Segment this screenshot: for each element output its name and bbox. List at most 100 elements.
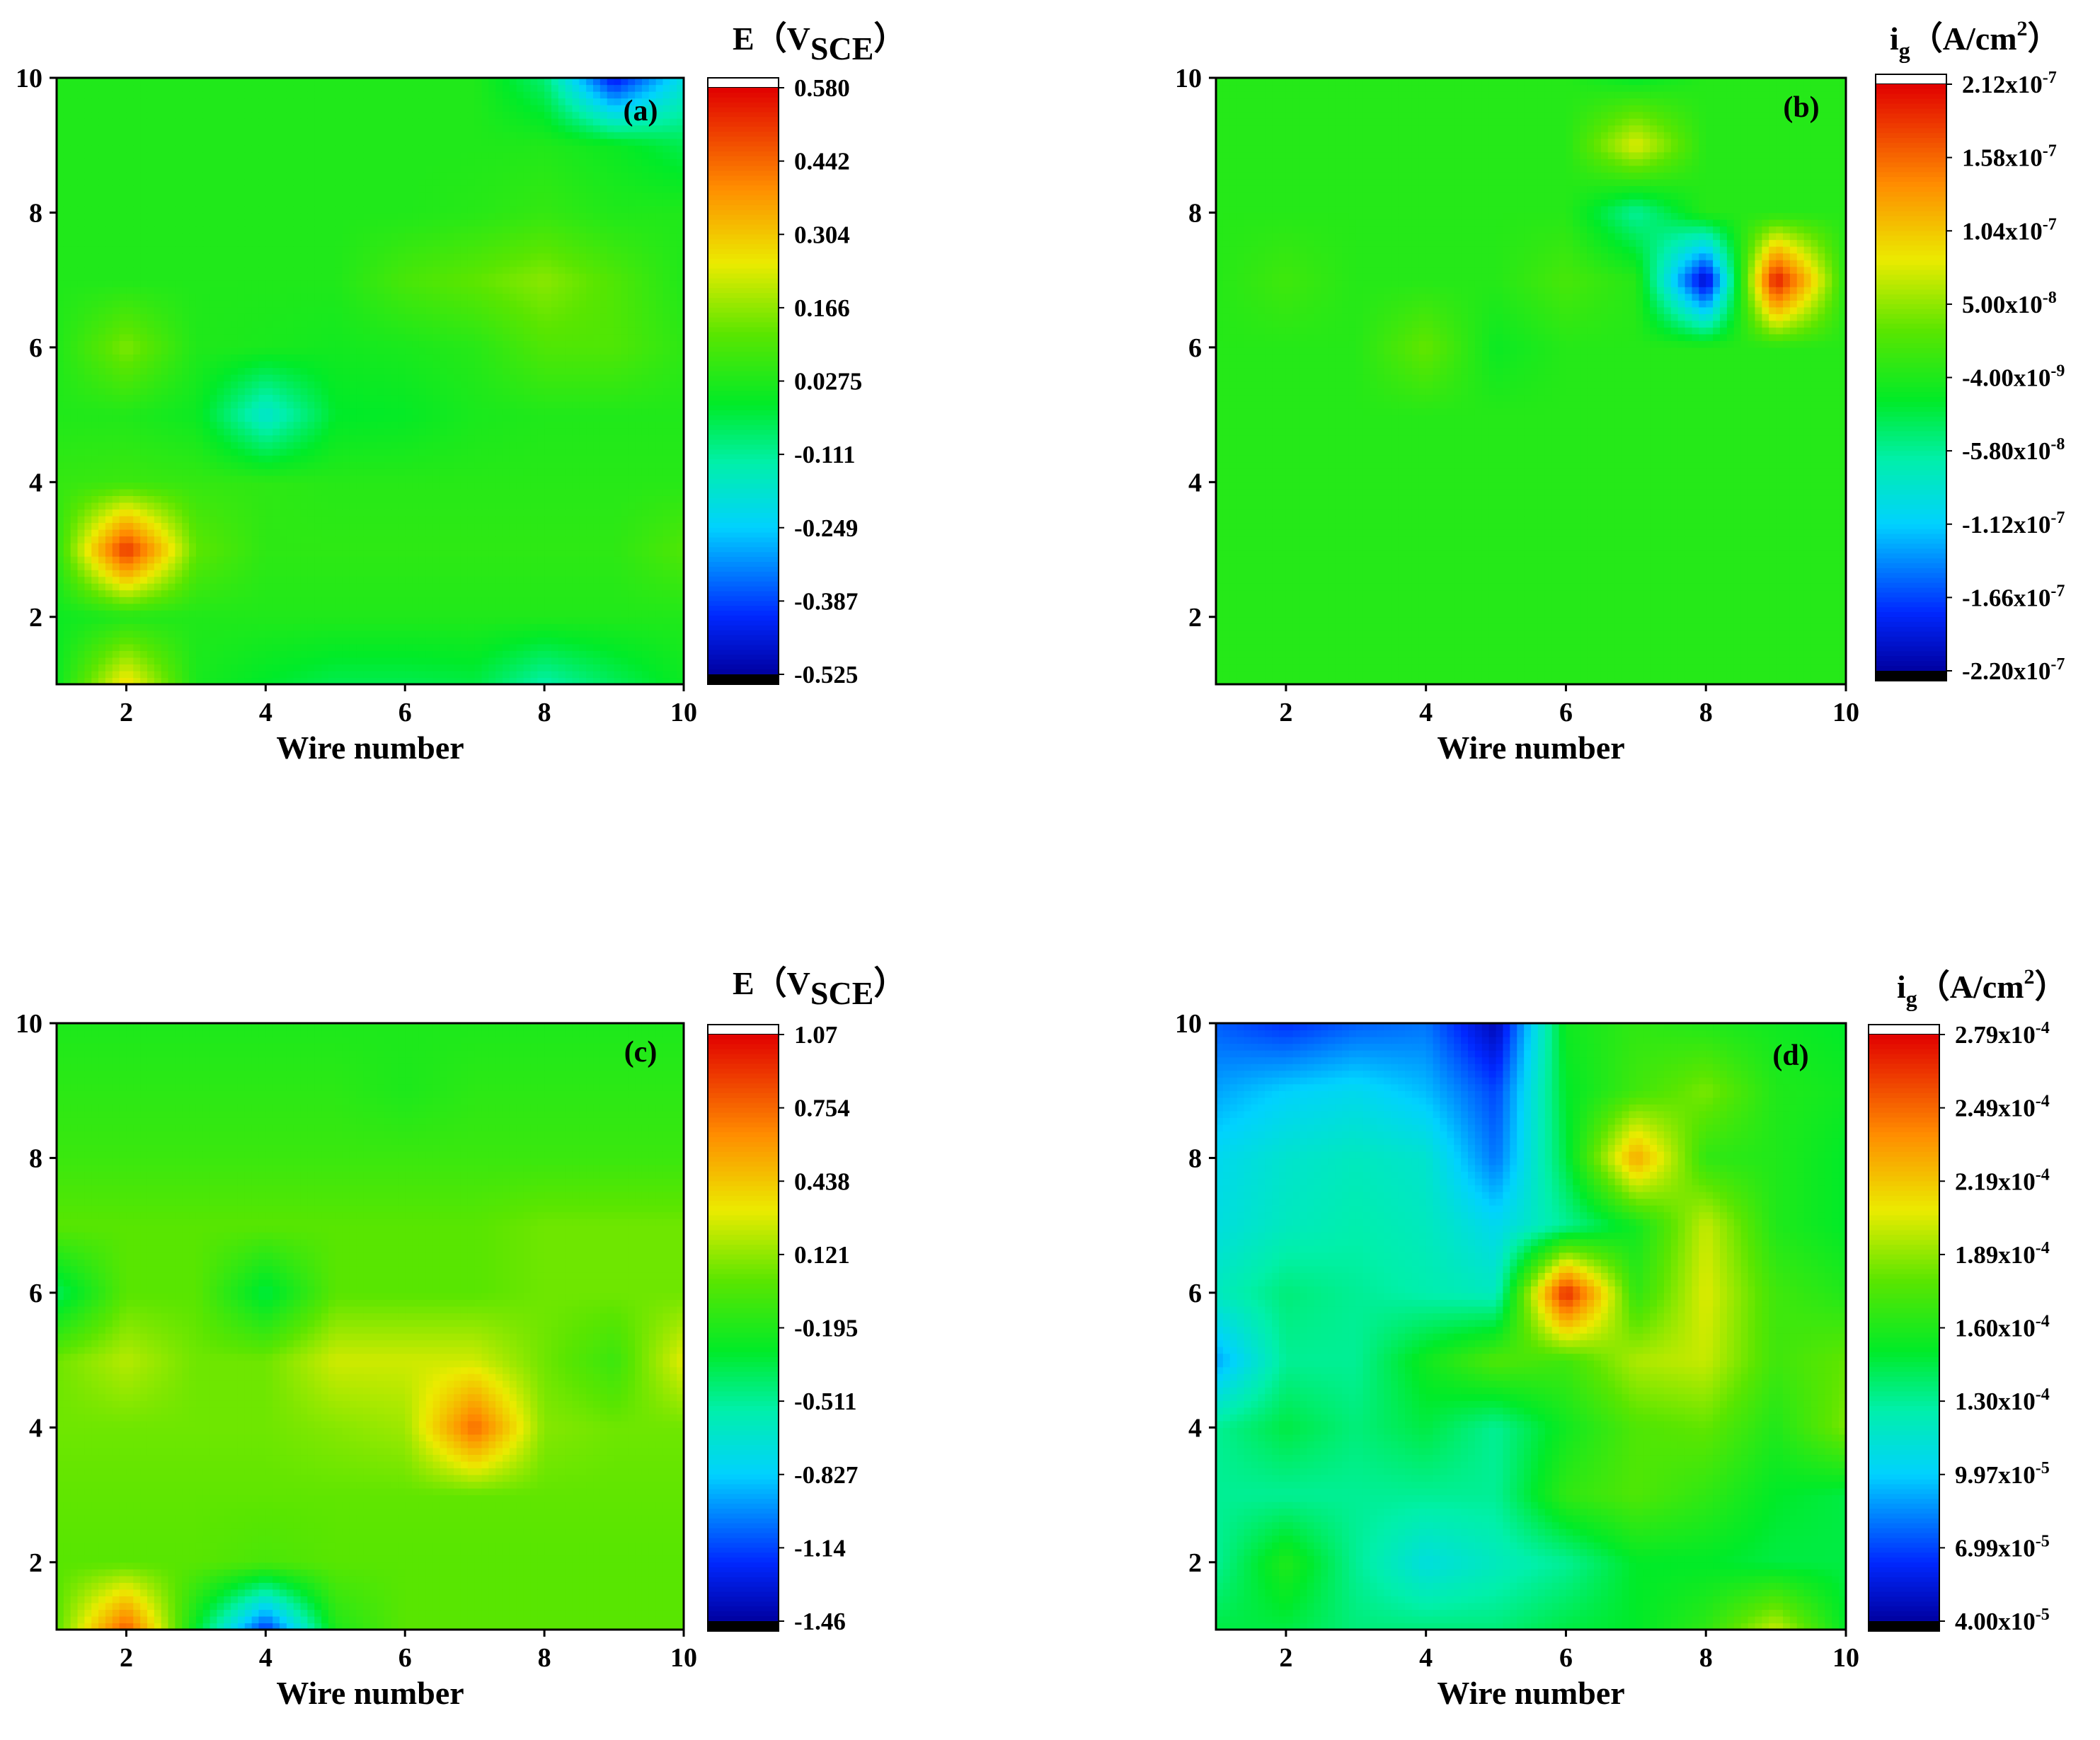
heatmap-cell bbox=[454, 657, 461, 665]
heatmap-cell bbox=[488, 616, 496, 624]
heatmap-cell bbox=[70, 556, 79, 564]
heatmap-cell bbox=[133, 408, 141, 415]
heatmap-cell bbox=[265, 313, 273, 321]
heatmap-cell bbox=[432, 461, 441, 469]
heatmap-cell bbox=[202, 475, 211, 483]
heatmap-cell bbox=[670, 549, 677, 557]
heatmap-cell bbox=[119, 509, 127, 517]
heatmap-cell bbox=[349, 327, 357, 335]
heatmap-cell bbox=[544, 367, 552, 375]
heatmap-cell bbox=[454, 650, 461, 658]
heatmap-cell bbox=[440, 313, 447, 321]
heatmap-cell bbox=[168, 347, 176, 355]
heatmap-cell bbox=[572, 381, 580, 388]
heatmap-cell bbox=[231, 488, 239, 496]
heatmap-cell bbox=[84, 495, 92, 503]
heatmap-cell bbox=[63, 543, 71, 551]
heatmap-cell bbox=[217, 461, 224, 469]
heatmap-cell bbox=[405, 381, 413, 388]
heatmap-cell bbox=[648, 461, 657, 469]
heatmap-cell bbox=[210, 509, 218, 517]
heatmap-cell bbox=[98, 623, 106, 631]
heatmap-cell bbox=[384, 488, 392, 496]
heatmap-cell bbox=[126, 488, 134, 496]
heatmap-cell bbox=[523, 536, 532, 543]
heatmap-cell bbox=[147, 475, 155, 483]
heatmap-cell bbox=[460, 583, 469, 591]
heatmap-cell bbox=[307, 677, 315, 685]
heatmap-cell bbox=[474, 515, 483, 524]
heatmap-cell bbox=[523, 495, 532, 503]
heatmap-cell bbox=[677, 670, 684, 679]
heatmap-cell bbox=[342, 448, 350, 456]
heatmap-cell bbox=[217, 434, 224, 442]
heatmap-cell bbox=[140, 367, 148, 375]
heatmap-cell bbox=[635, 643, 643, 651]
heatmap-cell bbox=[265, 583, 273, 591]
heatmap-cell bbox=[161, 408, 169, 415]
heatmap-cell bbox=[516, 677, 524, 685]
heatmap-cell bbox=[454, 367, 461, 375]
heatmap-cell bbox=[579, 354, 587, 362]
heatmap-cell bbox=[509, 623, 517, 631]
heatmap-cell bbox=[280, 475, 287, 483]
heatmap-cell bbox=[189, 421, 197, 429]
heatmap-cell bbox=[244, 381, 253, 388]
heatmap-cell bbox=[565, 529, 573, 537]
heatmap-cell bbox=[503, 637, 510, 645]
heatmap-cell bbox=[77, 603, 85, 611]
heatmap-cell bbox=[342, 522, 350, 530]
heatmap-cell bbox=[70, 657, 79, 665]
heatmap-cell bbox=[77, 623, 85, 631]
heatmap-cell bbox=[265, 623, 273, 631]
heatmap-cell bbox=[300, 616, 308, 624]
heatmap-cell bbox=[244, 637, 253, 645]
heatmap-cell bbox=[648, 401, 657, 409]
heatmap-cell bbox=[599, 637, 608, 645]
heatmap-cell bbox=[140, 549, 148, 557]
heatmap-cell bbox=[57, 415, 64, 422]
heatmap-cell bbox=[454, 610, 461, 618]
heatmap-cell bbox=[77, 415, 85, 422]
heatmap-cell bbox=[440, 354, 447, 362]
heatmap-cell bbox=[614, 570, 621, 577]
heatmap-cell bbox=[182, 589, 190, 597]
heatmap-cell bbox=[621, 495, 629, 503]
heatmap-cell bbox=[363, 381, 371, 388]
heatmap-cell bbox=[572, 468, 580, 476]
heatmap-cell bbox=[251, 333, 260, 341]
heatmap-cell bbox=[349, 543, 357, 551]
heatmap-cell bbox=[516, 394, 524, 402]
heatmap-cell bbox=[677, 543, 684, 551]
heatmap-cell bbox=[523, 448, 532, 456]
heatmap-cell bbox=[503, 536, 510, 543]
heatmap-cell bbox=[217, 448, 224, 456]
heatmap-cell bbox=[677, 394, 684, 402]
heatmap-cell bbox=[655, 576, 664, 584]
heatmap-cell bbox=[147, 576, 155, 584]
heatmap-cell bbox=[195, 461, 204, 469]
heatmap-cell bbox=[579, 637, 587, 645]
heatmap-cell bbox=[628, 455, 636, 463]
heatmap-cell bbox=[544, 495, 552, 503]
heatmap-cell bbox=[523, 522, 532, 530]
heatmap-cell bbox=[586, 589, 594, 597]
heatmap-cell bbox=[77, 388, 85, 396]
heatmap-cell bbox=[293, 360, 302, 369]
heatmap-cell bbox=[231, 455, 239, 463]
heatmap-cell bbox=[335, 360, 343, 369]
heatmap-cell bbox=[293, 415, 302, 422]
heatmap-cell bbox=[182, 340, 190, 348]
heatmap-cell bbox=[579, 327, 587, 335]
heatmap-cell bbox=[182, 475, 190, 483]
heatmap-cell bbox=[300, 415, 308, 422]
heatmap-cell bbox=[537, 616, 545, 624]
heatmap-cell bbox=[175, 327, 183, 335]
heatmap-cell bbox=[454, 461, 461, 469]
heatmap-cell bbox=[314, 664, 322, 672]
heatmap-cell bbox=[677, 536, 684, 543]
heatmap-cell bbox=[237, 354, 246, 362]
heatmap-cell bbox=[84, 630, 92, 638]
heatmap-cell bbox=[84, 482, 92, 490]
heatmap-cell bbox=[391, 495, 398, 503]
